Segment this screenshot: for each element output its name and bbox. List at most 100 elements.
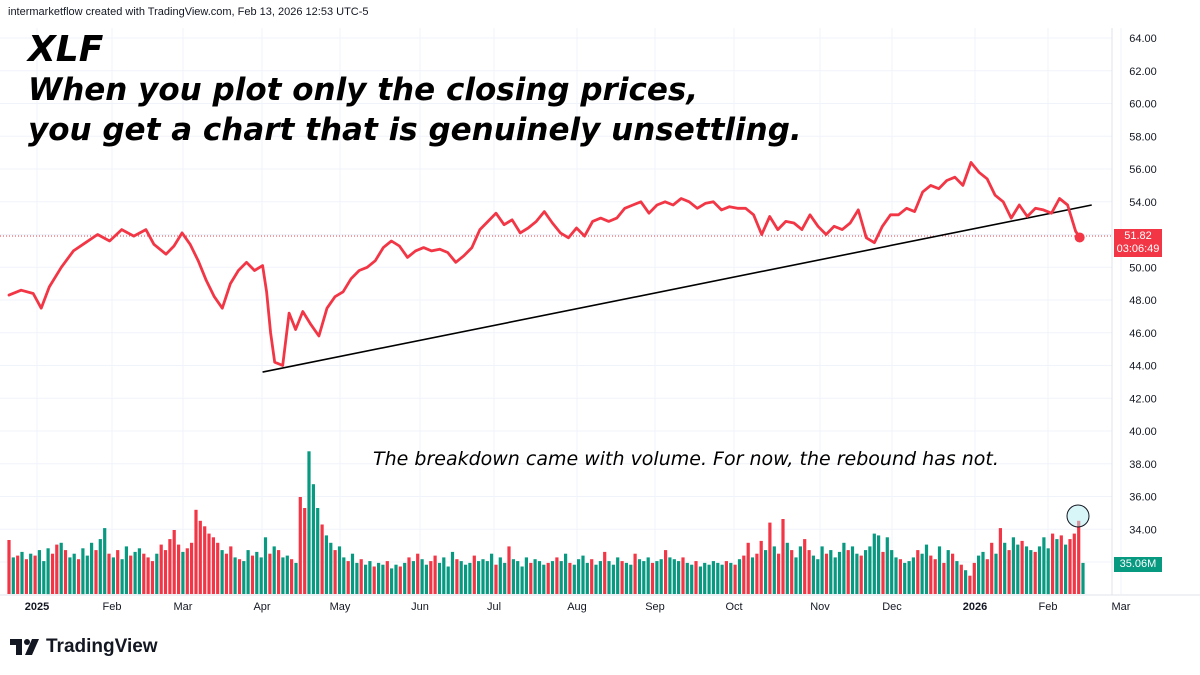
volume-bar	[685, 562, 689, 594]
volume-bar	[329, 542, 333, 594]
volume-bar	[446, 566, 450, 594]
volume-bar	[794, 557, 798, 594]
volume-bar	[546, 562, 550, 594]
volume-bar	[403, 562, 407, 594]
volume-bar	[116, 550, 120, 594]
volume-bar	[172, 530, 176, 594]
volume-bar	[333, 550, 337, 594]
volume-bar	[894, 557, 898, 594]
volume-bar	[211, 537, 215, 594]
volume-bar	[346, 561, 350, 594]
volume-bar	[581, 555, 585, 594]
volume-bar	[668, 557, 672, 594]
volume-bar	[750, 557, 755, 594]
volume-bar	[707, 564, 711, 594]
volume-bar	[350, 553, 355, 594]
volume-bar	[103, 528, 107, 594]
volume-bar	[620, 561, 624, 594]
volume-bar	[1011, 537, 1015, 594]
volume-bar	[946, 550, 950, 594]
volume-bar	[724, 561, 728, 594]
volume-bar	[516, 561, 520, 594]
volume-bar	[437, 562, 442, 594]
volume-bar	[359, 559, 363, 594]
volume-bar	[577, 559, 581, 594]
x-tick-label: 2025	[25, 601, 49, 613]
volume-bar	[442, 557, 446, 594]
volume-bar	[655, 561, 659, 594]
volume-bar	[772, 546, 776, 594]
title-line-3: you get a chart that is genuinely unsett…	[28, 112, 802, 148]
volume-bar	[472, 555, 476, 594]
y-tick-label: 48.00	[1129, 295, 1157, 307]
volume-bar	[477, 561, 481, 594]
volume-bar	[303, 508, 307, 594]
volume-bar	[711, 561, 715, 594]
y-tick-label: 40.00	[1129, 426, 1157, 438]
volume-bar	[503, 562, 507, 594]
volume-bar	[820, 546, 824, 594]
volume-bar	[190, 542, 194, 594]
volume-highlight-circle	[1066, 504, 1090, 528]
volume-bar	[720, 564, 724, 594]
volume-bar	[690, 564, 694, 594]
x-tick-label: Feb	[1039, 601, 1058, 613]
volume-bar	[203, 526, 207, 594]
y-tick-label: 50.00	[1129, 262, 1157, 274]
volume-bar	[677, 561, 681, 594]
volume-bar	[777, 553, 781, 594]
volume-bar	[785, 542, 789, 594]
volume-bar	[133, 551, 137, 594]
volume-bar	[464, 564, 468, 594]
volume-bar	[755, 553, 759, 594]
volume-bar	[455, 559, 459, 594]
y-tick-label: 44.00	[1129, 361, 1157, 373]
volume-bar	[268, 553, 272, 594]
trendline[interactable]	[262, 204, 1092, 373]
y-tick-label: 64.00	[1129, 33, 1157, 45]
volume-bar	[37, 550, 41, 594]
volume-bar	[16, 555, 20, 594]
volume-bar	[842, 542, 846, 594]
x-tick-label: Dec	[882, 601, 902, 613]
volume-bar	[868, 546, 872, 594]
volume-bar	[1072, 533, 1076, 594]
volume-bar	[207, 533, 211, 594]
volume-bar	[342, 557, 346, 594]
volume-bar	[11, 557, 15, 594]
volume-bar	[972, 562, 976, 594]
volume-bar	[1016, 544, 1020, 594]
volume-bar	[877, 535, 881, 594]
volume-bar	[72, 553, 76, 594]
volume-bar	[850, 546, 855, 594]
volume-bar	[764, 550, 768, 594]
x-tick-label: Mar	[1112, 601, 1131, 613]
price-line-series	[7, 161, 1082, 367]
volume-bar	[20, 551, 24, 594]
volume-bar	[7, 540, 11, 594]
volume-bar	[698, 566, 702, 594]
volume-bar	[1007, 550, 1011, 594]
volume-bar	[846, 550, 850, 594]
volume-bar	[90, 542, 94, 594]
header-attribution: intermarketflow created with TradingView…	[8, 6, 369, 18]
x-tick-label: Jul	[487, 601, 501, 613]
volume-bar	[920, 553, 924, 594]
volume-bar	[290, 559, 294, 594]
volume-bar	[107, 553, 111, 594]
volume-bar	[85, 555, 89, 594]
volume-bar	[68, 557, 72, 594]
volume-bar	[50, 553, 55, 594]
volume-bar	[650, 562, 655, 594]
tradingview-logo[interactable]: TradingView	[10, 636, 158, 658]
volume-bar	[611, 564, 615, 594]
volume-bar	[494, 564, 498, 594]
volume-bar	[664, 550, 668, 594]
volume-bar	[837, 551, 842, 594]
volume-bar	[911, 557, 915, 594]
x-tick-label: Oct	[725, 601, 742, 613]
volume-bar	[924, 544, 929, 594]
volume-bar	[881, 551, 885, 594]
volume-bar	[703, 562, 707, 594]
volume-bar	[390, 568, 394, 594]
